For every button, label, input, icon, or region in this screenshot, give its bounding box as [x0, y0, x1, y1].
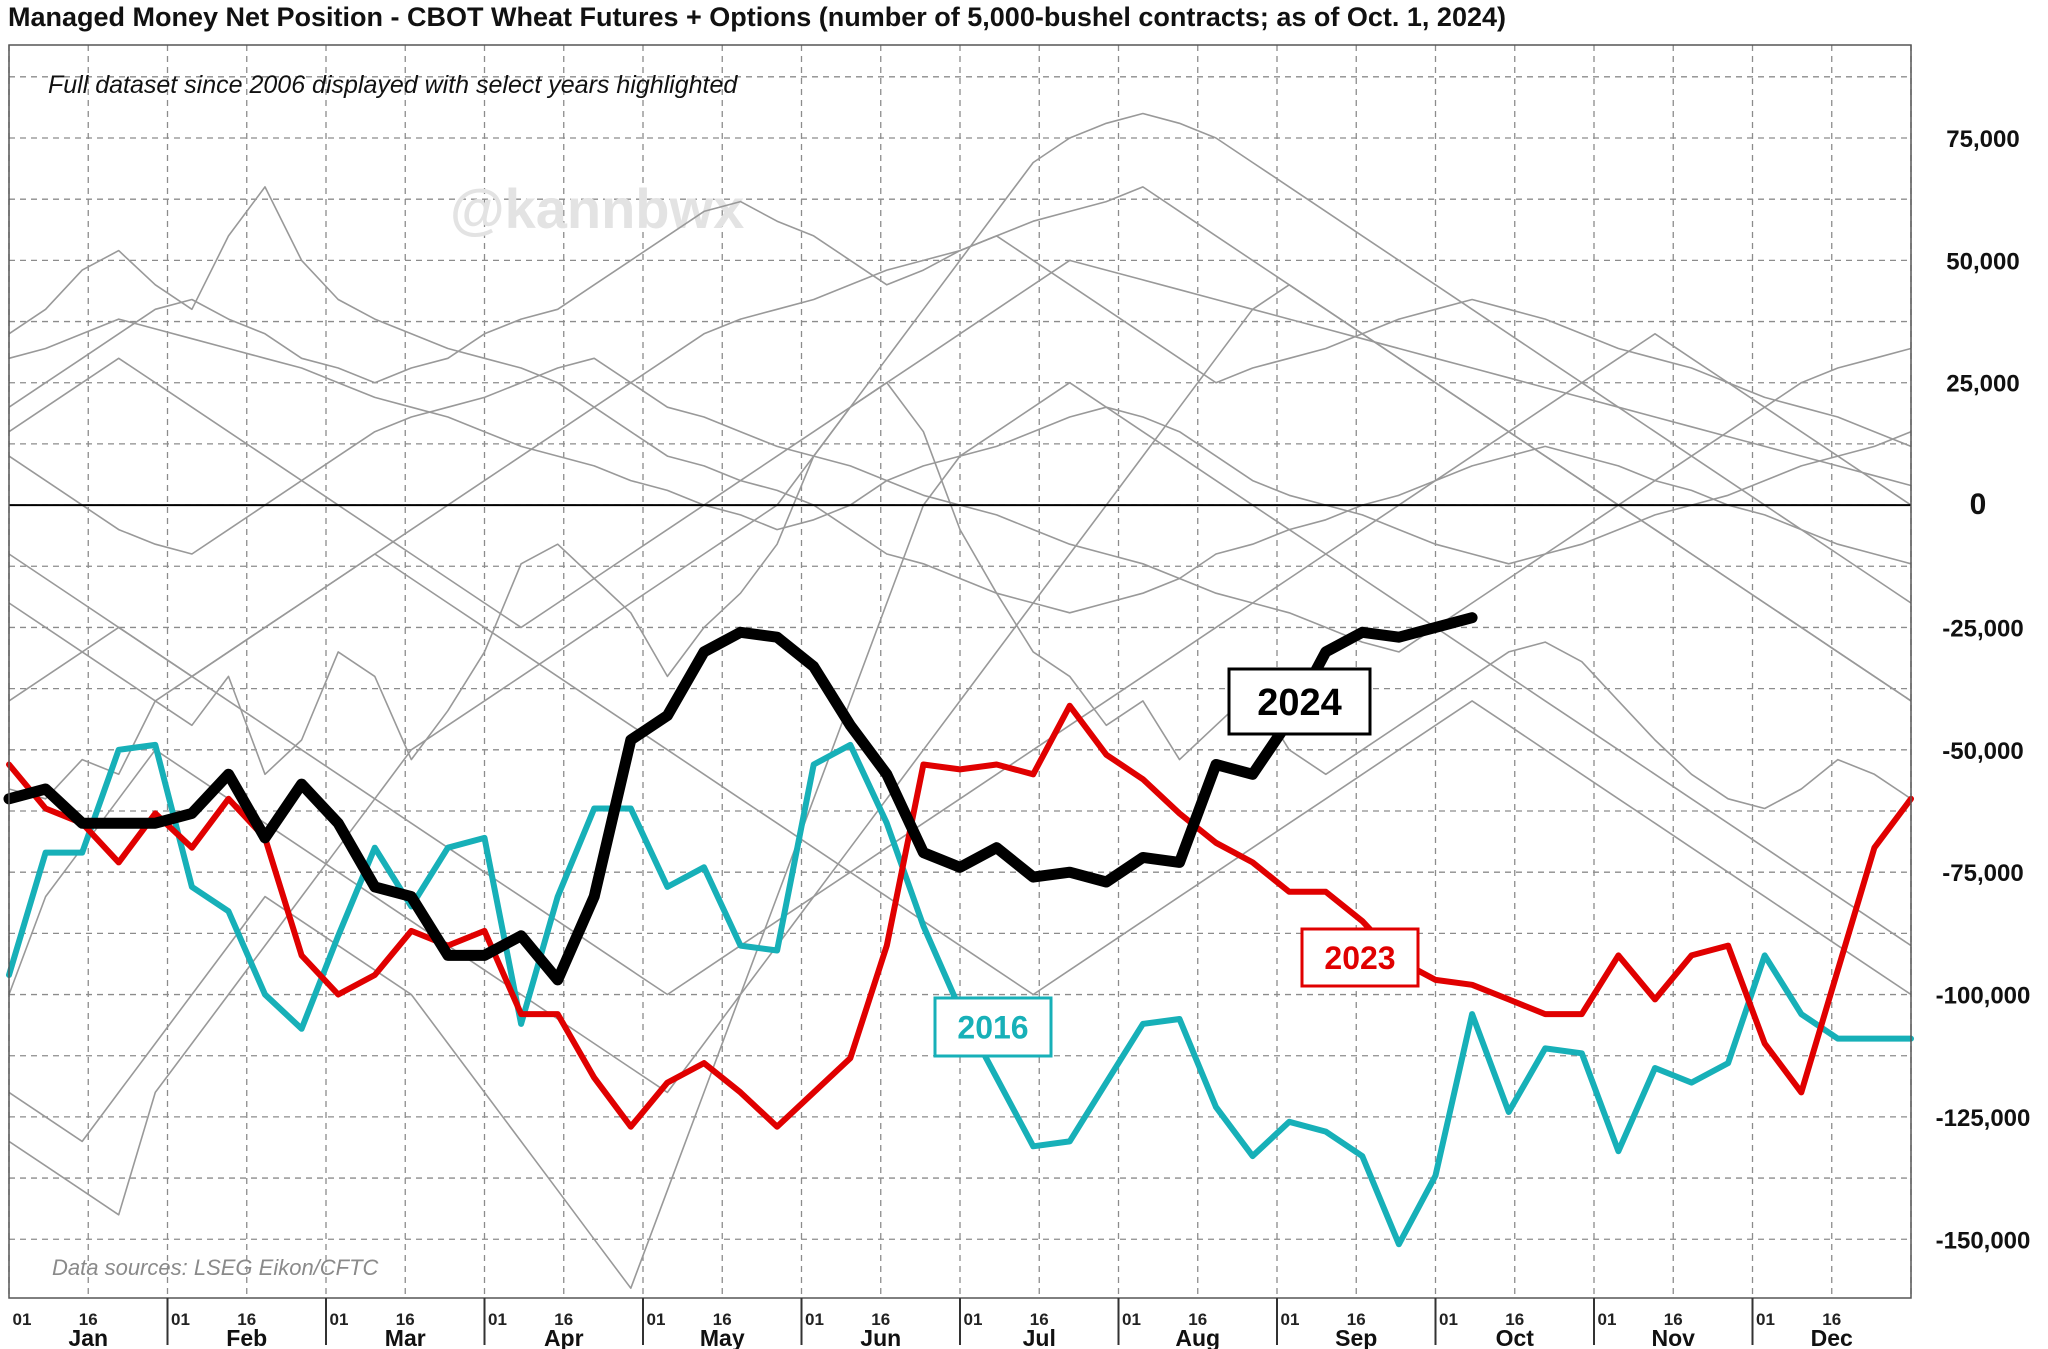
y-tick-label: 75,000 [1946, 126, 2019, 153]
series-labels: 2024 2023 2016 [933, 667, 1420, 1058]
background-years [8, 112, 1912, 1289]
x-month-label: Jul [1023, 1325, 1056, 1349]
x-month-label: Jun [860, 1325, 901, 1349]
x-month-label: Feb [226, 1325, 267, 1349]
label-2023: 2023 [1324, 940, 1395, 976]
series-line-2024 [3, 612, 1478, 986]
background-year-line [8, 381, 1912, 1289]
grid-lines [8, 45, 1912, 1298]
x-day-label: 16 [396, 1310, 415, 1329]
background-year-line [8, 259, 1912, 629]
y-tick-label: -150,000 [1936, 1227, 2031, 1254]
data-source: Data sources: LSEG Eikon/CFTC [52, 1255, 379, 1280]
y-tick-label: -100,000 [1936, 983, 2031, 1010]
x-day-label: 01 [1439, 1310, 1458, 1329]
x-day-label: 16 [237, 1310, 256, 1329]
x-day-label: 01 [13, 1310, 32, 1329]
y-tick-label: 25,000 [1946, 371, 2019, 398]
x-day-label: 16 [1822, 1310, 1841, 1329]
x-day-label: 16 [713, 1310, 732, 1329]
x-day-label: 16 [1347, 1310, 1366, 1329]
x-day-label: 01 [1598, 1310, 1617, 1329]
x-day-label: 01 [171, 1310, 190, 1329]
x-month-label: Nov [1652, 1325, 1696, 1349]
watermark-text: @kannbwx [450, 177, 744, 240]
x-day-label: 01 [964, 1310, 983, 1329]
x-month-label: May [700, 1325, 745, 1349]
x-day-label: 01 [647, 1310, 666, 1329]
chart-subtitle: Full dataset since 2006 displayed with s… [48, 71, 738, 99]
x-month-label: Dec [1811, 1325, 1853, 1349]
background-year-line [8, 332, 1912, 996]
x-day-label: 01 [1756, 1310, 1775, 1329]
label-box-2016 [933, 996, 1053, 1058]
x-day-label: 16 [1505, 1310, 1524, 1329]
background-year-line [8, 553, 1912, 996]
background-year-line [8, 381, 1912, 810]
x-day-label: 01 [330, 1310, 349, 1329]
label-box-2024 [1227, 667, 1372, 736]
y-tick-label: 0 [1970, 488, 1987, 521]
x-day-label: 01 [488, 1310, 507, 1329]
chart-title: Managed Money Net Position - CBOT Wheat … [8, 2, 1506, 32]
label-box-2023 [1300, 927, 1420, 988]
x-day-label: 16 [1664, 1310, 1683, 1329]
x-day-label: 01 [805, 1310, 824, 1329]
background-year-line [8, 112, 1912, 1216]
x-month-label: Mar [385, 1325, 426, 1349]
x-month-label: Jan [68, 1325, 108, 1349]
y-tick-label: 50,000 [1946, 248, 2019, 275]
y-axis: 75,000 50,000 25,000 0 -25,000 -50,000 -75,000… [1936, 126, 2031, 1254]
x-day-label: 01 [1281, 1310, 1300, 1329]
y-tick-label: -50,000 [1942, 738, 2023, 765]
background-year-line [8, 186, 1912, 614]
x-month-label: Aug [1175, 1325, 1220, 1349]
y-tick-label: -25,000 [1942, 615, 2023, 642]
x-day-label: 16 [1030, 1310, 1049, 1329]
x-day-label: 16 [871, 1310, 890, 1329]
label-2016: 2016 [957, 1010, 1028, 1046]
x-day-label: 16 [79, 1310, 98, 1329]
x-day-label: 16 [1188, 1310, 1207, 1329]
y-tick-label: -125,000 [1936, 1105, 2031, 1132]
x-day-label: 16 [554, 1310, 573, 1329]
series-line-2023 [6, 702, 1914, 1130]
x-month-label: Sep [1335, 1325, 1377, 1349]
x-day-label: 01 [1122, 1310, 1141, 1329]
label-2024: 2024 [1257, 682, 1342, 724]
x-month-label: Oct [1496, 1325, 1535, 1349]
y-tick-label: -75,000 [1942, 860, 2023, 887]
x-month-label: Apr [544, 1325, 584, 1349]
